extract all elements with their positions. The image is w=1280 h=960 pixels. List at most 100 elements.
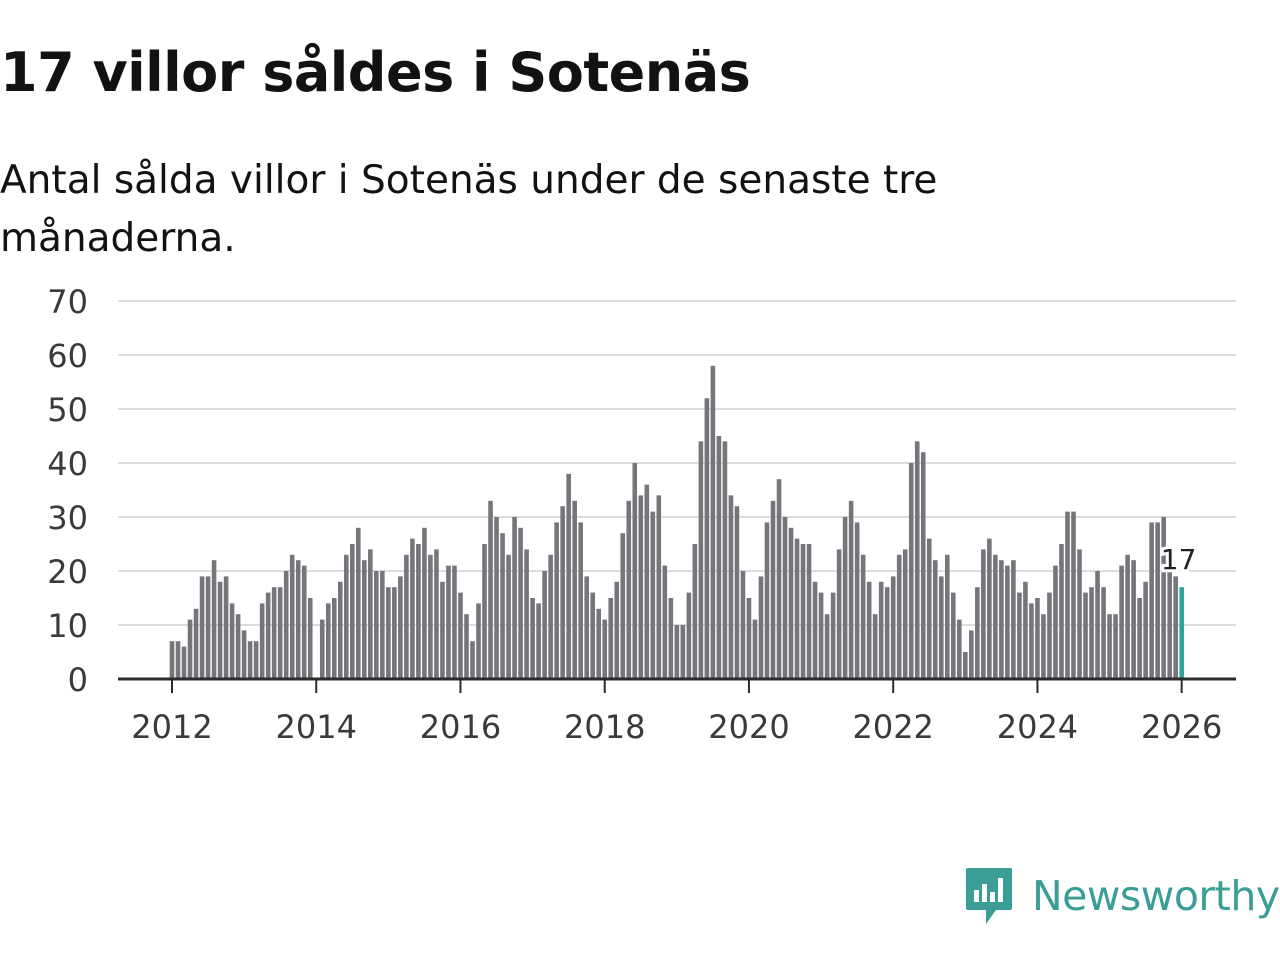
bar bbox=[500, 533, 505, 679]
bar bbox=[927, 539, 932, 679]
bar bbox=[524, 549, 529, 679]
bar bbox=[1149, 522, 1154, 679]
bar bbox=[711, 366, 716, 679]
bar bbox=[626, 501, 631, 679]
bar bbox=[620, 533, 625, 679]
bar bbox=[783, 517, 788, 679]
bar bbox=[404, 555, 409, 679]
bar bbox=[266, 593, 271, 679]
bar bbox=[230, 603, 235, 679]
bar bbox=[717, 436, 722, 679]
bar bbox=[837, 549, 842, 679]
bar bbox=[272, 587, 277, 679]
bar bbox=[1047, 593, 1052, 679]
bar bbox=[1167, 571, 1172, 679]
bar bbox=[254, 641, 259, 679]
bar bbox=[206, 576, 211, 679]
bar bbox=[849, 501, 854, 679]
bar bbox=[638, 495, 643, 679]
x-tick-label: 2014 bbox=[276, 708, 357, 746]
bar bbox=[939, 576, 944, 679]
bar bbox=[470, 641, 475, 679]
bar bbox=[410, 539, 415, 679]
x-tick-label: 2022 bbox=[852, 708, 933, 746]
bar bbox=[374, 571, 379, 679]
bar bbox=[356, 528, 361, 679]
bar bbox=[1137, 598, 1142, 679]
bar bbox=[584, 576, 589, 679]
bar bbox=[819, 593, 824, 679]
bar bbox=[1035, 598, 1040, 679]
y-tick-label: 10 bbox=[47, 607, 88, 645]
bar-highlight bbox=[1179, 587, 1184, 679]
bar bbox=[536, 603, 541, 679]
bar bbox=[590, 593, 595, 679]
bar bbox=[897, 555, 902, 679]
bar bbox=[278, 587, 283, 679]
bar bbox=[879, 582, 884, 679]
bar bbox=[188, 620, 193, 679]
bar bbox=[1131, 560, 1136, 679]
bar bbox=[651, 512, 656, 679]
bar bbox=[969, 630, 974, 679]
bar bbox=[560, 506, 565, 679]
x-tick-label: 2026 bbox=[1141, 708, 1222, 746]
bar bbox=[963, 652, 968, 679]
x-tick-label: 2016 bbox=[420, 708, 501, 746]
bar bbox=[1041, 614, 1046, 679]
bar bbox=[825, 614, 830, 679]
bar bbox=[1017, 593, 1022, 679]
bar bbox=[1107, 614, 1112, 679]
bar bbox=[224, 576, 229, 679]
y-tick-label: 0 bbox=[68, 661, 88, 699]
bar bbox=[572, 501, 577, 679]
bar bbox=[663, 566, 668, 679]
y-tick-label: 30 bbox=[47, 499, 88, 537]
bar bbox=[506, 555, 511, 679]
bar bbox=[440, 582, 445, 679]
bar bbox=[993, 555, 998, 679]
bar bbox=[602, 620, 607, 679]
bar bbox=[494, 517, 499, 679]
bar bbox=[434, 549, 439, 679]
bar bbox=[1029, 603, 1034, 679]
bar bbox=[855, 522, 860, 679]
bar bbox=[813, 582, 818, 679]
bar bbox=[194, 609, 199, 679]
bar bbox=[428, 555, 433, 679]
bar bbox=[218, 582, 223, 679]
bar bbox=[350, 544, 355, 679]
bar bbox=[981, 549, 986, 679]
bar bbox=[326, 603, 331, 679]
bar bbox=[248, 641, 253, 679]
x-tick-label: 2024 bbox=[997, 708, 1078, 746]
last-value-label: 17 bbox=[1161, 543, 1197, 576]
bar bbox=[1173, 576, 1178, 679]
bar bbox=[735, 506, 740, 679]
bar bbox=[284, 571, 289, 679]
bar bbox=[446, 566, 451, 679]
x-tick-label: 2020 bbox=[708, 708, 789, 746]
bar bbox=[344, 555, 349, 679]
bar bbox=[608, 598, 613, 679]
bar bbox=[681, 625, 686, 679]
bar bbox=[380, 571, 385, 679]
y-tick-label: 20 bbox=[47, 553, 88, 591]
bar bbox=[1059, 544, 1064, 679]
bar bbox=[614, 582, 619, 679]
bar bbox=[362, 560, 367, 679]
bar bbox=[723, 441, 728, 679]
bar bbox=[176, 641, 181, 679]
bar bbox=[1077, 549, 1082, 679]
bar bbox=[548, 555, 553, 679]
bar bbox=[242, 630, 247, 679]
bar bbox=[1095, 571, 1100, 679]
x-tick-label: 2018 bbox=[564, 708, 645, 746]
bar bbox=[296, 560, 301, 679]
bar bbox=[386, 587, 391, 679]
bar bbox=[795, 539, 800, 679]
bar bbox=[476, 603, 481, 679]
bar bbox=[542, 571, 547, 679]
bar bbox=[1071, 512, 1076, 679]
y-tick-label: 60 bbox=[47, 337, 88, 375]
